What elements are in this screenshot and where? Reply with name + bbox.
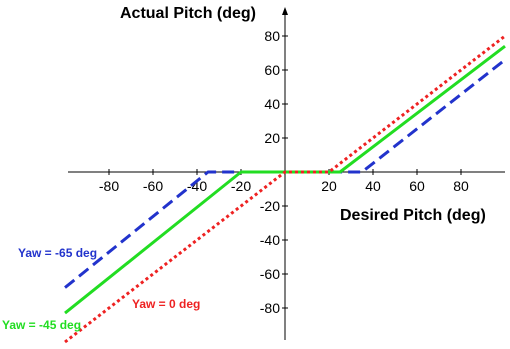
y-tick-label: -40 [260,232,280,248]
y-axis-title: Actual Pitch (deg) [120,5,256,22]
y-tick-label: 20 [264,130,280,146]
x-tick-label: -60 [143,178,163,194]
x-tick-label: -20 [231,178,251,194]
annotation-yaw-0: Yaw = 0 deg [132,297,200,311]
y-axis-arrow [282,7,288,15]
annotation-yaw-minus-65: Yaw = -65 deg [18,246,97,260]
annotation-yaw-minus-45: Yaw = -45 deg [2,318,81,332]
x-tick-label: 20 [321,178,337,194]
labels: Actual Pitch (deg) Desired Pitch (deg) Y… [2,5,486,332]
x-tick-label: -80 [99,178,119,194]
x-tick-label: -40 [187,178,207,194]
x-tick-label: 60 [409,178,425,194]
y-tick-label: 60 [264,62,280,78]
series-layer [64,34,506,344]
y-tick-label: -60 [260,266,280,282]
x-axis-title: Desired Pitch (deg) [340,207,486,224]
y-tick-label: 80 [264,28,280,44]
y-tick-label: 40 [264,96,280,112]
series-line-yaw-0-deg [64,34,506,344]
x-tick-label: 40 [365,178,381,194]
y-tick-label: -20 [260,198,280,214]
x-tick-label: 80 [453,178,469,194]
axes: -80 -60 -40 -20 20 40 60 80 80 60 40 20 -20 -40 -60 -80 [68,7,505,340]
y-tick-label: -80 [260,300,280,316]
